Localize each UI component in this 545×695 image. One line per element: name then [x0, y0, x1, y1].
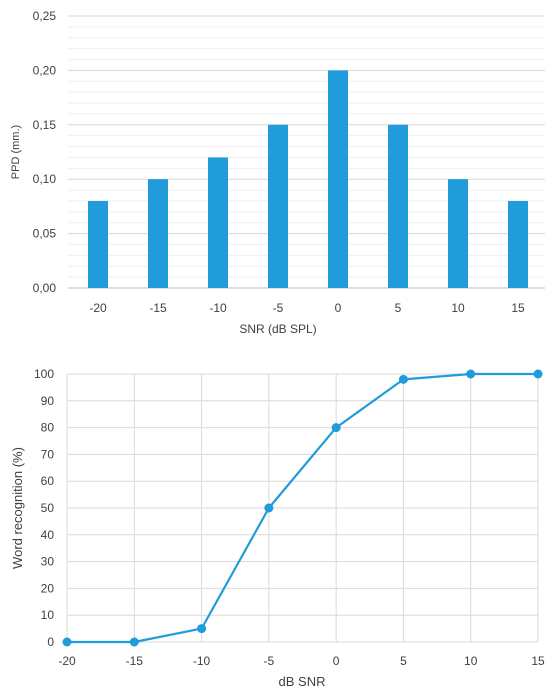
y-tick-label: 80: [41, 421, 55, 435]
data-point: [197, 624, 207, 634]
data-point: [264, 503, 274, 513]
x-tick-label: 5: [395, 301, 402, 315]
x-tick-label: -10: [209, 301, 227, 315]
x-tick-label: -15: [149, 301, 167, 315]
bar: [268, 124, 288, 288]
y-tick-label: 10: [41, 608, 55, 622]
y-tick-label: 0,15: [33, 118, 57, 132]
x-axis-title: SNR (dB SPL): [239, 322, 316, 336]
x-tick-label: -5: [273, 301, 284, 315]
y-tick-label: 30: [41, 555, 55, 569]
bar: [208, 157, 228, 288]
data-point: [331, 423, 341, 433]
bar: [388, 124, 408, 288]
bar-chart: 0,00 0,05 0,10 0,15 0,20 0,25 -20 -15 -10 -5 0 5 10 1…: [10, 9, 545, 336]
x-tick-label: 0: [335, 301, 342, 315]
x-tick-label: 5: [400, 654, 407, 668]
x-axis-title: dB SNR: [279, 674, 326, 689]
x-tick-label: -10: [193, 654, 211, 668]
y-tick-label: 40: [41, 528, 55, 542]
y-tick-label: 100: [34, 367, 54, 381]
x-tick-label: 10: [451, 301, 465, 315]
y-axis-title: Word recognition (%): [10, 447, 25, 569]
y-tick-label: 0,05: [33, 227, 57, 241]
x-tick-label: -20: [58, 654, 76, 668]
x-tick-label: 15: [531, 654, 545, 668]
bar: [448, 179, 468, 288]
y-tick-label: 60: [41, 474, 55, 488]
data-point: [62, 637, 72, 647]
x-tick-label: 10: [464, 654, 478, 668]
x-tick-label: 15: [511, 301, 525, 315]
x-tick-label: -20: [89, 301, 107, 315]
y-tick-label: 20: [41, 581, 55, 595]
x-tick-label: -5: [264, 654, 275, 668]
x-tick-label: -15: [126, 654, 144, 668]
y-tick-label: 0: [47, 635, 54, 649]
y-axis-title: PPD (mm.): [10, 125, 22, 179]
data-point: [533, 369, 543, 379]
series-line: [67, 372, 538, 644]
bar: [508, 200, 528, 288]
y-tick-label: 70: [41, 447, 55, 461]
bar: [148, 179, 168, 288]
x-tick-label: 0: [333, 654, 340, 668]
y-tick-label: 0,25: [33, 9, 57, 23]
bar: [88, 200, 108, 288]
data-point: [466, 369, 476, 379]
line-chart: 0 10 20 30 40 50 60 70 80 90 100 -20 -15 -10 -5 0 5 10 15 d…: [10, 367, 545, 689]
y-tick-label: 90: [41, 394, 55, 408]
y-tick-label: 0,00: [33, 281, 57, 295]
y-tick-label: 50: [41, 501, 55, 515]
y-tick-label: 0,20: [33, 63, 57, 77]
bar: [328, 70, 348, 289]
data-point: [129, 637, 139, 647]
data-point: [398, 374, 408, 384]
y-tick-label: 0,10: [33, 172, 57, 186]
